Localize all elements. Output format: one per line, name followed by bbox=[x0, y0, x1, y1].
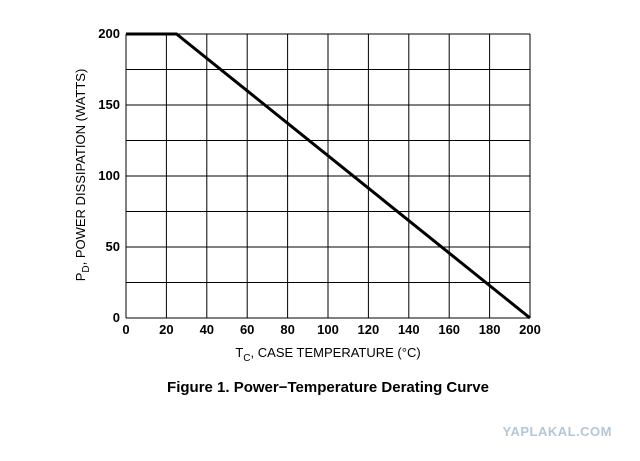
x-tick-label: 40 bbox=[200, 322, 214, 337]
y-axis-label-prefix: P bbox=[73, 273, 88, 282]
grid-lines bbox=[125, 33, 531, 319]
x-tick-label: 120 bbox=[358, 322, 380, 337]
y-axis-label: PD, POWER DISSIPATION (WATTS) bbox=[73, 69, 92, 282]
y-tick-label: 0 bbox=[113, 310, 120, 325]
x-tick-label: 180 bbox=[479, 322, 501, 337]
x-tick-label: 0 bbox=[122, 322, 129, 337]
x-tick-label: 20 bbox=[159, 322, 173, 337]
x-tick-label: 160 bbox=[438, 322, 460, 337]
x-tick-label: 140 bbox=[398, 322, 420, 337]
x-tick-label: 60 bbox=[240, 322, 254, 337]
x-axis-label: TC, CASE TEMPERATURE (°C) bbox=[235, 345, 420, 364]
y-axis-label-subscript: D bbox=[81, 265, 92, 272]
watermark-text: YAPLAKAL.COM bbox=[502, 424, 612, 439]
y-tick-label: 100 bbox=[98, 168, 120, 183]
series-layer bbox=[126, 32, 531, 320]
x-tick-label: 200 bbox=[519, 322, 541, 337]
derating-curve-line bbox=[126, 32, 531, 320]
figure-caption: Figure 1. Power−Temperature Derating Cur… bbox=[167, 379, 489, 396]
y-axis-label-text: , POWER DISSIPATION (WATTS) bbox=[73, 69, 88, 266]
x-tick-label: 100 bbox=[317, 322, 339, 337]
x-tick-label: 80 bbox=[280, 322, 294, 337]
y-tick-labels: 0 50 100 150 200 bbox=[98, 26, 120, 325]
y-tick-label: 200 bbox=[98, 26, 120, 41]
y-tick-label: 150 bbox=[98, 97, 120, 112]
x-axis-label-prefix: T bbox=[235, 345, 243, 360]
x-axis-label-text: , CASE TEMPERATURE (°C) bbox=[251, 345, 421, 360]
x-axis-label-subscript: C bbox=[243, 353, 250, 364]
y-tick-label: 50 bbox=[106, 239, 120, 254]
x-tick-labels: 0 20 40 60 80 100 120 140 160 180 200 bbox=[122, 322, 540, 337]
